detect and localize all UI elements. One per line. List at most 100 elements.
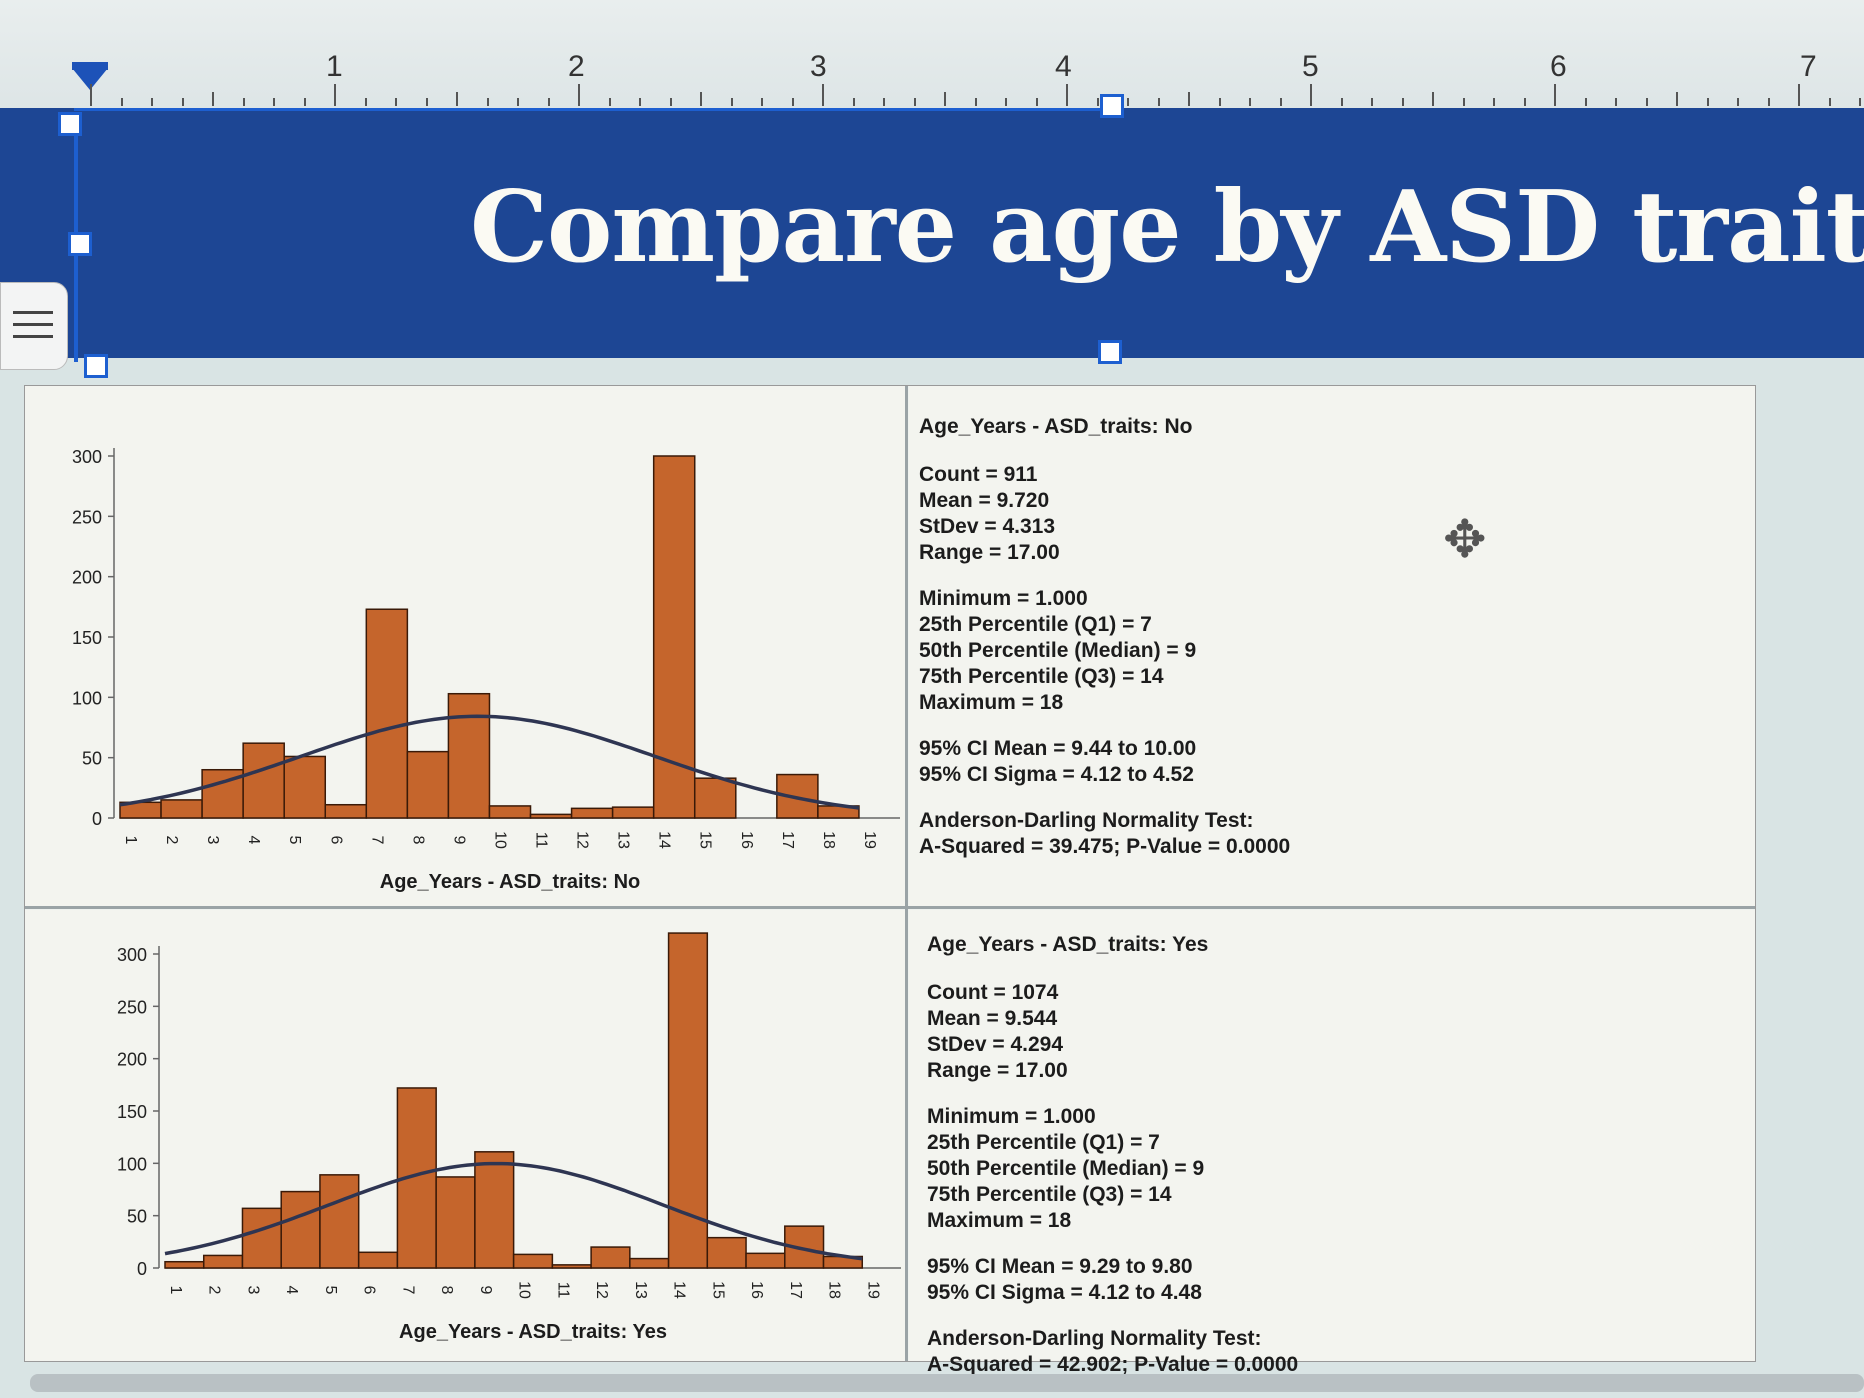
ruler-tick	[700, 92, 702, 106]
ruler-number: 3	[810, 50, 827, 83]
stats-line: Count = 911	[919, 463, 1038, 486]
x-tick-label: 2	[163, 836, 180, 845]
stats-header: Age_Years - ASD_traits: Yes	[927, 933, 1209, 956]
ruler-tick	[486, 98, 489, 106]
ruler-tick	[1676, 92, 1678, 106]
x-tick-label: 3	[204, 836, 221, 845]
indent-marker-bar[interactable]	[72, 62, 108, 70]
stats-line: A-Squared = 39.475; P-Value = 0.0000	[919, 835, 1291, 858]
y-tick-label: 300	[117, 945, 147, 965]
ruler-tick	[151, 98, 153, 106]
x-tick-label: 1	[122, 836, 139, 845]
stats-block-summary: Count = 911 Mean = 9.720 StDev = 4.313 Rang…	[919, 462, 1290, 566]
stats-line: Anderson-Darling Normality Test:	[927, 1327, 1262, 1350]
histogram-panel-no	[25, 386, 905, 906]
histogram-bar	[745, 1252, 786, 1269]
x-tick-label: 18	[820, 831, 837, 849]
histogram-bar	[406, 750, 450, 819]
ruler-tick	[1828, 98, 1831, 106]
ruler-tick	[1462, 98, 1465, 106]
ruler-tick	[120, 98, 123, 106]
selection-border	[74, 108, 1114, 111]
histogram-bar	[319, 1174, 360, 1269]
y-tick-label: 250	[72, 507, 102, 527]
ruler[interactable]: 1 2 3 4 5 6 7	[0, 0, 1864, 114]
ruler-tick	[1218, 98, 1221, 106]
ruler-tick	[1706, 98, 1709, 106]
ruler-tick	[517, 98, 519, 106]
y-tick-label: 100	[72, 688, 102, 708]
histogram-bar	[474, 1151, 515, 1269]
stats-line: Range = 17.00	[919, 541, 1060, 564]
resize-handle[interactable]	[84, 354, 108, 378]
stats-block-normality: Anderson-Darling Normality Test: A-Square…	[927, 1326, 1298, 1378]
ruler-tick	[1066, 84, 1068, 106]
ruler-number: 5	[1302, 50, 1319, 83]
ruler-tick	[1157, 98, 1160, 106]
output-panels: 0 50 100 150 200 250 300 1 2 3 4 5 6 7 8 9 10 11 12 13 14 15 1…	[24, 385, 1756, 1376]
stats-block-percentiles: Minimum = 1.000 25th Percentile (Q1) = 7 5…	[927, 1104, 1298, 1234]
normal-curve	[164, 1161, 863, 1261]
ruler-tick	[1737, 98, 1739, 106]
ruler-number: 4	[1055, 50, 1072, 83]
stats-line: StDev = 4.294	[927, 1033, 1064, 1056]
horizontal-divider	[25, 906, 1755, 909]
y-tick-label: 250	[117, 997, 147, 1017]
ruler-tick	[1249, 98, 1251, 106]
x-tick-label: 6	[361, 1286, 378, 1295]
ruler-tick	[852, 98, 855, 106]
ruler-tick	[1432, 92, 1434, 106]
ruler-tick	[1798, 84, 1800, 106]
stats-line: Maximum = 18	[919, 691, 1064, 714]
histogram-bar	[529, 813, 573, 819]
histogram-bar	[611, 806, 655, 819]
title-banner	[0, 108, 1864, 358]
stats-line: 75th Percentile (Q3) = 14	[927, 1183, 1172, 1206]
histogram-bar	[242, 742, 285, 819]
histogram-bar	[365, 608, 409, 819]
slide-title[interactable]: Compare age by ASD traits	[470, 170, 1864, 285]
ruler-tick	[791, 98, 794, 106]
resize-handle[interactable]	[58, 112, 82, 136]
vertical-divider	[905, 386, 908, 1361]
ruler-tick	[730, 98, 733, 106]
x-axis-label: Age_Years - ASD_traits: Yes	[399, 1321, 667, 1343]
y-tick-label: 200	[72, 568, 102, 588]
ruler-tick	[1188, 92, 1190, 106]
x-tick-label: 16	[748, 1281, 765, 1299]
ruler-tick	[303, 98, 306, 106]
ruler-tick	[181, 98, 184, 106]
ruler-tick	[1615, 98, 1617, 106]
indent-marker-icon[interactable]	[72, 68, 108, 90]
y-tick-label: 150	[117, 1102, 147, 1122]
ruler-number: 2	[568, 50, 585, 83]
ruler-tick	[1584, 98, 1587, 106]
stats-header: Age_Years - ASD_traits: No	[919, 415, 1193, 438]
stats-block-normality: Anderson-Darling Normality Test: A-Square…	[919, 808, 1290, 860]
ruler-tick	[1401, 98, 1404, 106]
resize-handle[interactable]	[68, 232, 92, 256]
stats-block-ci: 95% CI Mean = 9.44 to 10.00 95% CI Sigma …	[919, 736, 1290, 788]
histogram-bar	[160, 799, 203, 819]
histogram-bar	[488, 805, 532, 819]
x-tick-label: 5	[322, 1286, 339, 1295]
horizontal-scrollbar[interactable]	[30, 1374, 1864, 1392]
collapse-tab-icon[interactable]	[0, 282, 68, 370]
stats-panel-no	[909, 386, 1755, 906]
histogram-bar	[283, 755, 327, 819]
x-tick-label: 9	[450, 836, 467, 845]
stats-line: A-Squared = 42.902; P-Value = 0.0000	[927, 1353, 1299, 1376]
move-cursor-icon: ✥	[1443, 511, 1487, 569]
x-tick-label: 13	[632, 1281, 649, 1299]
x-tick-label: 12	[574, 831, 591, 849]
ruler-tick	[822, 84, 824, 106]
x-tick-label: 18	[826, 1281, 843, 1299]
x-tick-label: 12	[593, 1281, 610, 1299]
resize-handle[interactable]	[1100, 94, 1124, 118]
resize-handle[interactable]	[1098, 340, 1122, 364]
histogram-bar	[435, 1176, 476, 1269]
ruler-tick	[273, 98, 275, 106]
x-tick-label: 7	[368, 836, 385, 845]
